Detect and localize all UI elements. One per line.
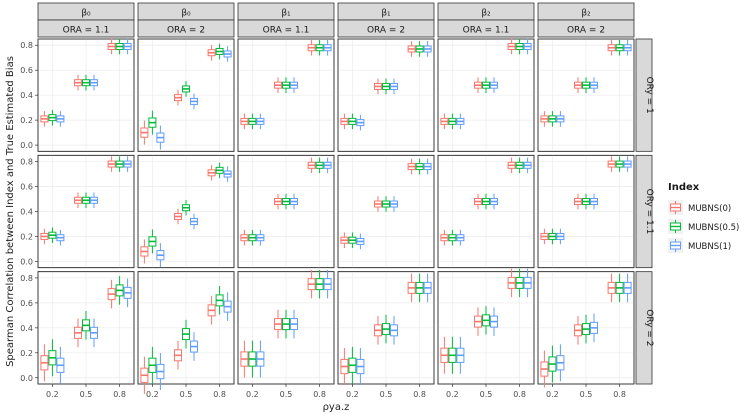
x-tick-label: 0.2 (146, 390, 159, 399)
legend-key (668, 238, 683, 253)
column-header-top: β₁ (281, 9, 291, 19)
row-header: ORy = 1 (644, 77, 654, 114)
y-tick-label: 0.0 (20, 374, 33, 383)
x-tick-label: 0.2 (446, 390, 459, 399)
x-tick-label: 0.8 (613, 390, 626, 399)
x-tick-label: 0.5 (280, 390, 293, 399)
panel-border (337, 154, 435, 269)
column-header-bottom: ORA = 2 (367, 26, 405, 36)
x-tick-label: 0.8 (513, 390, 526, 399)
x-tick-label: 0.2 (46, 390, 59, 399)
facet-panel (437, 154, 535, 269)
facet-panel (537, 154, 635, 269)
x-tick-label: 0.5 (80, 390, 93, 399)
facet-panel (337, 271, 435, 386)
panel-border (137, 154, 235, 269)
facet-panel (237, 269, 335, 385)
facet-panel (237, 38, 335, 152)
column-strip-bottom (137, 19, 235, 38)
panel-border (537, 38, 635, 152)
column-header-top: β₁ (381, 9, 391, 19)
row-strip (635, 38, 653, 152)
y-tick-label: 0.0 (20, 257, 33, 266)
row-strip (635, 154, 653, 269)
legend-key (668, 200, 683, 215)
facet-panel (137, 38, 235, 152)
x-tick-label: 0.8 (113, 390, 126, 399)
column-header-bottom: ORA = 1.1 (463, 26, 510, 36)
column-strip-bottom (537, 19, 635, 38)
row-header: ORy = 2 (644, 309, 654, 346)
y-tick-label: 0.8 (20, 41, 33, 50)
column-header-bottom: ORA = 2 (167, 26, 205, 36)
x-tick-label: 0.2 (546, 390, 559, 399)
y-tick-label: 0.4 (20, 324, 33, 333)
y-tick-label: 0.6 (20, 66, 33, 75)
y-tick-label: 0.4 (20, 208, 33, 217)
legend-key (668, 219, 683, 234)
panel-border (137, 38, 235, 152)
column-strip-bottom (237, 19, 335, 38)
x-tick-label: 0.5 (380, 390, 393, 399)
y-tick-label: 0.2 (20, 116, 33, 125)
x-tick-label: 0.2 (346, 390, 359, 399)
x-tick-label: 0.5 (180, 390, 193, 399)
column-strip-bottom (337, 19, 435, 38)
facet-panel (37, 154, 135, 269)
y-tick-label: 0.2 (20, 349, 33, 358)
column-header-top: β₀ (181, 9, 191, 19)
legend-label: MUBNS(0.5) (688, 223, 739, 233)
panel-border (337, 38, 435, 152)
y-tick-label: 0.2 (20, 232, 33, 241)
facet-panel (437, 38, 535, 152)
facet-panel (137, 154, 235, 269)
column-header-top: β₂ (581, 9, 591, 19)
y-tick-label: 0.6 (20, 183, 33, 192)
column-header-top: β₂ (481, 9, 491, 19)
legend-label: MUBNS(0) (688, 204, 731, 214)
x-axis-title: ρya.z (323, 402, 350, 413)
x-tick-label: 0.8 (313, 390, 326, 399)
panel-border (237, 38, 335, 152)
legend-title: Index (668, 182, 700, 193)
y-tick-label: 0.0 (20, 141, 33, 150)
panel-border (237, 154, 335, 269)
facet-panel (37, 271, 135, 385)
x-tick-label: 0.5 (580, 390, 593, 399)
panel-border (437, 154, 535, 269)
facet-panel (237, 154, 335, 269)
facet-panel (337, 38, 435, 152)
facet-panel (437, 268, 535, 385)
column-header-top: β₀ (81, 9, 91, 19)
x-tick-label: 0.8 (413, 390, 426, 399)
facet-panel (537, 38, 635, 152)
y-tick-label: 0.4 (20, 91, 33, 100)
column-strip-bottom (37, 19, 135, 38)
legend-label: MUBNS(1) (688, 242, 731, 252)
legend: Index MUBNS(0) MUBNS(0.5) MUBNS(1) (668, 182, 739, 253)
x-tick-label: 0.2 (246, 390, 259, 399)
facet-panel (337, 154, 435, 269)
y-tick-label: 0.8 (20, 274, 33, 283)
facet-panel (537, 271, 635, 388)
facet-panel (137, 271, 235, 394)
column-header-bottom: ORA = 2 (567, 26, 605, 36)
column-strip-bottom (437, 19, 535, 38)
y-axis-title: Spearman Correlation between Index and T… (5, 56, 16, 367)
facet-panel (37, 38, 135, 152)
x-tick-label: 0.5 (480, 390, 493, 399)
column-header-bottom: ORA = 1.1 (263, 26, 310, 36)
panel-border (437, 38, 535, 152)
panel-border (537, 154, 635, 269)
row-strip (635, 271, 653, 385)
x-tick-label: 0.8 (213, 390, 226, 399)
row-header: ORy = 1.1 (644, 189, 654, 235)
y-tick-label: 0.6 (20, 299, 33, 308)
column-header-bottom: ORA = 1.1 (63, 26, 110, 36)
y-tick-label: 0.8 (20, 158, 33, 167)
